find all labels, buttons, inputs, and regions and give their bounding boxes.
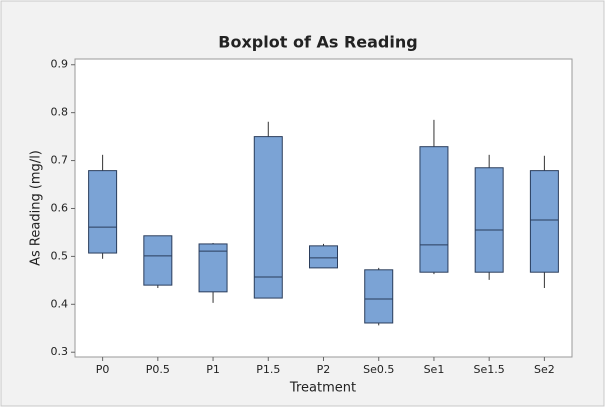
- box: [529, 170, 559, 273]
- y-tick-label: 0.3: [51, 345, 69, 358]
- x-tick-label: Se1.5: [474, 363, 505, 376]
- y-tick-label: 0.9: [51, 58, 69, 71]
- y-tick-label: 0.5: [51, 249, 69, 262]
- box: [88, 170, 118, 254]
- box: [253, 136, 283, 299]
- box: [198, 243, 228, 293]
- x-tick-label: P0.5: [146, 363, 170, 376]
- y-tick-label: 0.8: [51, 106, 69, 119]
- x-tick-label: Se0.5: [363, 363, 394, 376]
- x-tick-label: P1.5: [256, 363, 280, 376]
- box: [419, 146, 449, 273]
- box: [143, 235, 173, 286]
- box: [364, 269, 394, 324]
- y-tick-label: 0.4: [51, 297, 69, 310]
- y-tick-label: 0.7: [51, 154, 69, 167]
- x-axis-label: Treatment: [289, 381, 356, 396]
- box: [309, 245, 338, 269]
- y-tick-label: 0.6: [51, 201, 69, 214]
- y-axis-label: As Reading (mg/l): [29, 150, 44, 266]
- box: [474, 167, 504, 273]
- x-tick-label: P1: [206, 363, 220, 376]
- x-tick-label: Se2: [534, 363, 555, 376]
- x-tick-label: P2: [317, 363, 331, 376]
- x-tick-label: P0: [96, 363, 110, 376]
- x-tick-label: Se1: [424, 363, 445, 376]
- chart-title: Boxplot of As Reading: [218, 33, 417, 52]
